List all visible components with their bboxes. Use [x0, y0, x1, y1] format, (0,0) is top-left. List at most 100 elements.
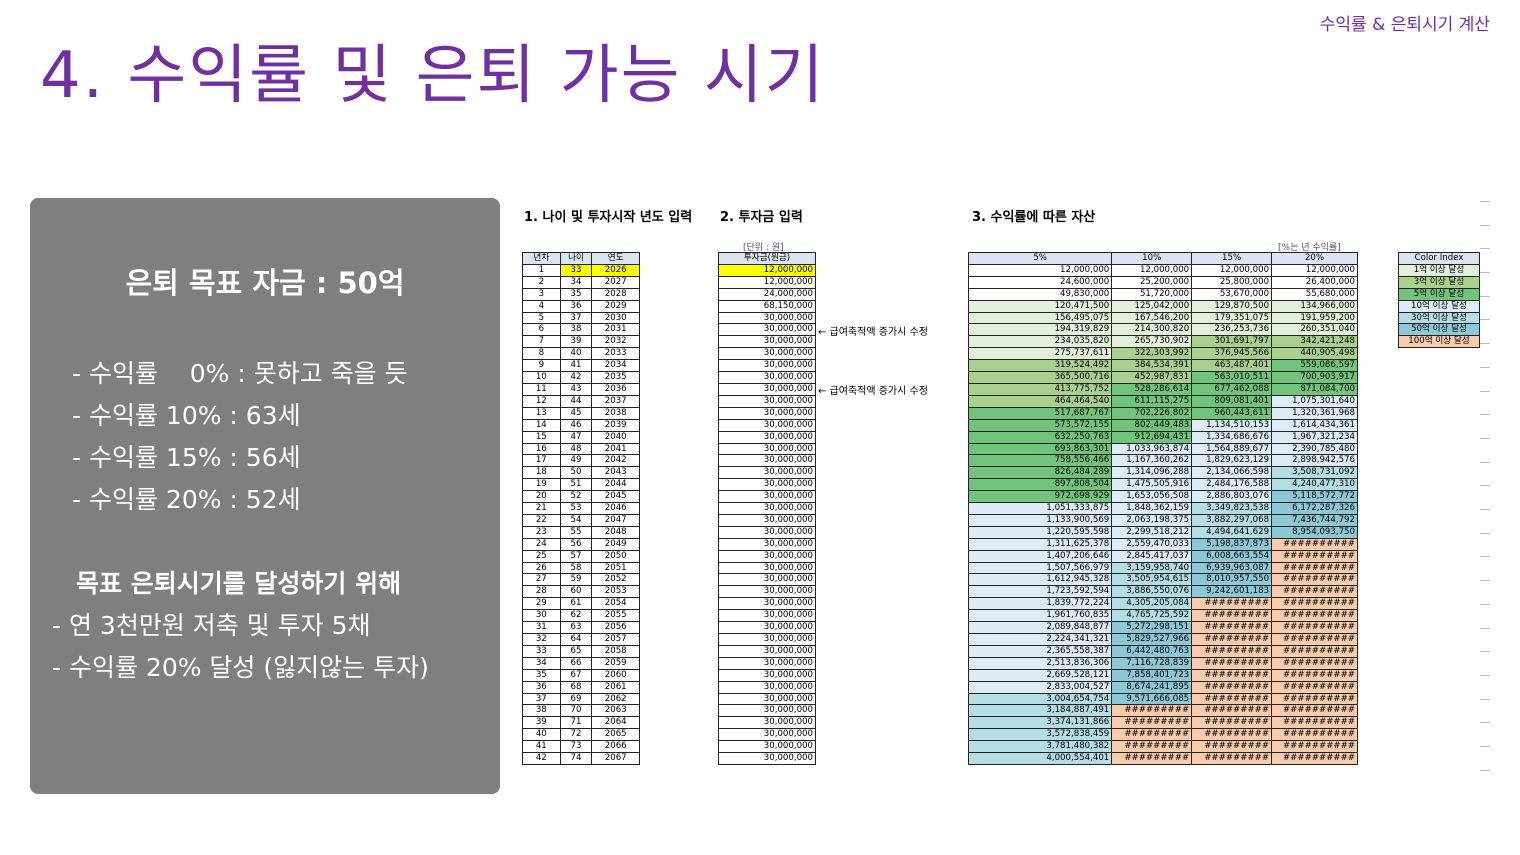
asset-growth-table: 5% 10% 15% 20% 12,000,000 12,000,000 12,00… — [967, 252, 1358, 765]
sheet-edge-mark — [1480, 556, 1490, 557]
sheet-edge-mark — [1480, 462, 1490, 463]
cell-asset-20pct: ########## — [1271, 752, 1358, 765]
cell-year: 2055 — [591, 609, 640, 623]
cell-asset-20pct: 1,320,361,968 — [1271, 406, 1358, 420]
cell-asset-15pct: 563,010,511 — [1191, 371, 1273, 384]
cell-asset-20pct: 4,240,477,310 — [1271, 478, 1358, 492]
cell-asset-10pct: 802,449,483 — [1111, 418, 1193, 432]
cell-asset-20pct: ########## — [1271, 633, 1358, 646]
table-row: 1,839,772,224 4,305,205,084 ######### #####… — [967, 597, 1358, 611]
cell-asset-15pct: 179,351,075 — [1191, 311, 1273, 325]
cell-asset-15pct: 8,010,957,550 — [1191, 573, 1273, 587]
table-row: 194,319,829 214,300,820 236,253,736 260,351… — [967, 323, 1358, 337]
cell-principal: 30,000,000 — [718, 466, 816, 480]
cell-asset-10pct: 125,042,000 — [1111, 299, 1193, 313]
cell-asset-20pct: ########## — [1271, 537, 1358, 551]
sheet-edge-mark — [1480, 533, 1490, 534]
table-row: 1 33 2026 — [522, 263, 640, 277]
sheet-edge-mark — [1480, 628, 1490, 629]
col-header-5pct: 5% — [967, 252, 1113, 265]
cell-asset-20pct: 1,075,301,640 — [1271, 394, 1358, 408]
table-row: 40 72 2065 — [522, 728, 640, 742]
cell-year: 2029 — [591, 299, 640, 313]
cell-asset-15pct: 236,253,736 — [1191, 323, 1273, 337]
table-row: 30,000,000 — [718, 728, 816, 742]
cell-age: 51 — [559, 478, 593, 492]
cell-asset-10pct: 384,534,391 — [1111, 359, 1193, 373]
table-row: 897,808,504 1,475,505,916 2,484,176,588 4,2… — [967, 478, 1358, 492]
cell-asset-20pct: ########## — [1271, 573, 1358, 587]
cell-principal: 30,000,000 — [718, 478, 816, 492]
table-row: 413,775,752 528,286,614 677,462,088 871,084… — [967, 382, 1358, 396]
cell-asset-10pct: ######### — [1111, 752, 1193, 765]
cell-asset-10pct: 912,694,431 — [1111, 430, 1193, 444]
cell-asset-15pct: 6,008,663,554 — [1191, 549, 1273, 563]
cell-asset-10pct: 702,226,802 — [1111, 406, 1193, 420]
table-row: 31 63 2056 — [522, 621, 640, 634]
cell-asset-15pct: 1,564,889,677 — [1191, 442, 1273, 456]
cell-year-num: 9 — [522, 359, 561, 373]
table-row: 17 49 2042 — [522, 454, 640, 468]
table-row: 1,407,206,646 2,845,417,037 6,008,663,554 #… — [967, 549, 1358, 563]
section-tag: 수익률 & 은퇴시기 계산 — [1319, 15, 1490, 35]
table-row: 464,464,540 611,115,275 809,081,401 1,075,3… — [967, 394, 1358, 408]
table-row: 30,000,000 — [718, 311, 816, 325]
cell-age: 36 — [559, 299, 593, 313]
cell-asset-15pct: 2,134,066,598 — [1191, 466, 1273, 480]
color-index-row: 30억 이상 달성 — [1398, 311, 1480, 325]
col-header-year: 연도 — [591, 252, 640, 265]
cell-year-num: 35 — [522, 668, 561, 682]
cell-asset-10pct: 2,299,518,212 — [1111, 525, 1193, 539]
cell-asset-20pct: ########## — [1271, 585, 1358, 599]
cell-asset-20pct: ########## — [1271, 716, 1358, 730]
cell-principal: 24,000,000 — [718, 287, 816, 301]
page-title: 4. 수익률 및 은퇴 가능 시기 — [40, 39, 826, 113]
cell-age: 57 — [559, 549, 593, 563]
sheet-edge-mark — [1480, 367, 1490, 368]
cell-principal: 30,000,000 — [718, 585, 816, 599]
cell-asset-10pct: 3,886,550,076 — [1111, 585, 1193, 599]
col-header-year-num: 년차 — [522, 252, 561, 265]
cell-age: 38 — [559, 323, 593, 337]
cell-year: 2040 — [591, 430, 640, 444]
cell-age: 72 — [559, 728, 593, 742]
table-row: 30,000,000 — [718, 633, 816, 646]
cell-asset-10pct: 322,303,992 — [1111, 347, 1193, 361]
table-row: 30,000,000 — [718, 525, 816, 539]
cell-age: 56 — [559, 537, 593, 551]
cell-year-num: 27 — [522, 573, 561, 587]
cell-asset-20pct: ########## — [1271, 728, 1358, 742]
cell-year: 2057 — [591, 633, 640, 646]
cell-principal: 30,000,000 — [718, 418, 816, 432]
cell-asset-15pct: 53,670,000 — [1191, 287, 1273, 301]
cell-asset-10pct: 3,159,958,740 — [1111, 561, 1193, 575]
table-row: 24,600,000 25,200,000 25,800,000 26,400,000 — [967, 275, 1358, 289]
table-row: 826,484,289 1,314,096,288 2,134,066,598 3,5… — [967, 466, 1358, 480]
table-row: 36 68 2061 — [522, 680, 640, 694]
cell-age: 35 — [559, 287, 593, 301]
cell-age: 49 — [559, 454, 593, 468]
cell-year-num: 26 — [522, 561, 561, 575]
cell-principal: 30,000,000 — [718, 454, 816, 468]
cell-asset-10pct: 214,300,820 — [1111, 323, 1193, 337]
cell-year: 2044 — [591, 478, 640, 492]
cell-year-num: 12 — [522, 394, 561, 408]
cell-year: 2053 — [591, 585, 640, 599]
cell-principal: 30,000,000 — [718, 502, 816, 515]
cell-year: 2051 — [591, 561, 640, 575]
table-row: 30,000,000 — [718, 513, 816, 527]
cell-principal: 30,000,000 — [718, 525, 816, 539]
color-index-item: 30억 이상 달성 — [1398, 311, 1480, 325]
cell-principal: 30,000,000 — [718, 704, 816, 718]
investment-table: 투자금(원금) 12,000,000 12,000,000 24,000,000 68… — [718, 252, 816, 765]
cell-asset-15pct: ######### — [1191, 716, 1273, 730]
sheet-edge-mark — [1480, 722, 1490, 723]
table-row: 30,000,000 — [718, 573, 816, 587]
table-row: 3,781,480,382 ######### ######### #########… — [967, 740, 1358, 754]
color-index-row: 5억 이상 달성 — [1398, 287, 1480, 301]
cell-asset-20pct: 8,954,093,750 — [1271, 525, 1358, 539]
cell-asset-5pct: 365,500,716 — [967, 371, 1113, 384]
cell-asset-20pct: 7,436,744,792 — [1271, 513, 1358, 527]
cell-asset-10pct: 611,115,275 — [1111, 394, 1193, 408]
cell-asset-15pct: 1,334,686,676 — [1191, 430, 1273, 444]
